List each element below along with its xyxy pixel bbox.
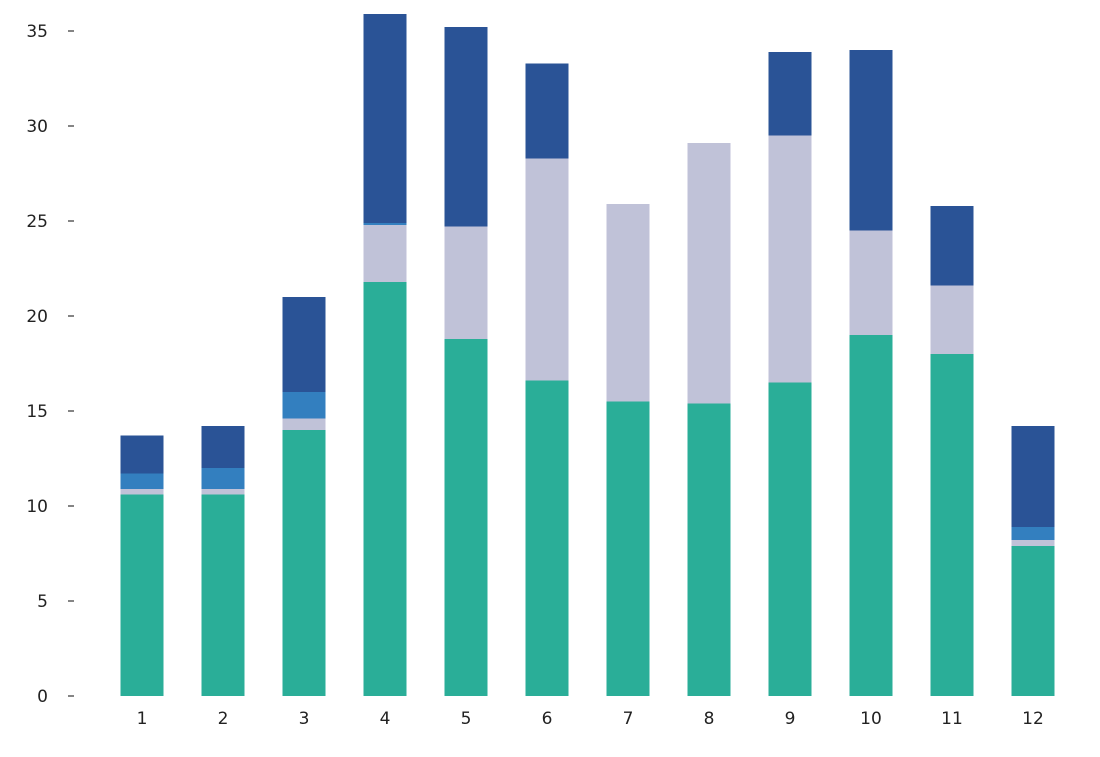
bar-segment [120, 435, 164, 474]
bar-segment [201, 488, 245, 495]
bar-segment [849, 50, 893, 231]
bar-segment [606, 401, 650, 696]
bar-segment [363, 13, 407, 223]
bar-stack [201, 426, 245, 696]
bar-segment [444, 27, 488, 227]
bar-segment [120, 494, 164, 696]
bar-segment [282, 430, 326, 696]
bar-stack [363, 13, 407, 696]
bars [120, 13, 1055, 696]
bar-segment [1011, 426, 1055, 527]
x-tick-label: 1 [137, 709, 148, 729]
bar-stack [768, 51, 812, 696]
y-tick-label: 35 [26, 22, 48, 42]
bar-segment [444, 338, 488, 696]
bar-stack [282, 297, 326, 696]
bar-stack [849, 50, 893, 696]
bar-segment [363, 281, 407, 696]
bar-stack [1011, 426, 1055, 696]
bar-segment [525, 63, 569, 159]
x-tick-label: 7 [623, 709, 634, 729]
bar-segment [849, 335, 893, 696]
x-tick-label: 8 [704, 709, 715, 729]
bar-stack [444, 27, 488, 696]
bar-segment [444, 226, 488, 339]
bar-segment [687, 403, 731, 696]
bar-segment [201, 494, 245, 696]
y-axis: 0 5 10 15 20 25 30 35 [26, 22, 74, 707]
y-tick-label: 30 [26, 117, 48, 137]
y-tick-label: 5 [37, 592, 48, 612]
bar-stack [120, 435, 164, 696]
y-tick-label: 10 [26, 497, 48, 517]
bar-segment [930, 205, 974, 286]
bar-segment [1011, 526, 1055, 541]
bar-segment [849, 230, 893, 335]
x-tick-label: 9 [785, 709, 796, 729]
bar-segment [120, 473, 164, 489]
bar-segment [363, 222, 407, 225]
bar-segment [768, 382, 812, 696]
y-tick-label: 15 [26, 402, 48, 422]
y-tick-label: 25 [26, 212, 48, 232]
bar-stack [930, 205, 974, 696]
bar-segment [201, 468, 245, 489]
x-tick-label: 11 [941, 709, 963, 729]
bar-segment [1011, 540, 1055, 546]
bar-segment [930, 354, 974, 696]
bar-segment [282, 297, 326, 392]
bar-stack [687, 143, 731, 696]
bar-stack [525, 63, 569, 696]
x-axis: 1 2 3 4 5 6 7 8 9 10 11 12 [137, 709, 1044, 729]
y-tick-label: 0 [37, 687, 48, 707]
x-tick-label: 10 [860, 709, 882, 729]
bar-segment [363, 224, 407, 282]
x-tick-label: 12 [1022, 709, 1044, 729]
bar-segment [768, 135, 812, 383]
x-tick-label: 6 [542, 709, 553, 729]
y-tick-label: 20 [26, 307, 48, 327]
bar-segment [1011, 545, 1055, 696]
bar-stack [606, 203, 650, 696]
bar-segment [525, 380, 569, 696]
bar-segment [687, 143, 731, 404]
bar-segment [282, 392, 326, 419]
x-tick-label: 5 [461, 709, 472, 729]
bar-segment [525, 158, 569, 381]
x-tick-label: 4 [380, 709, 391, 729]
bar-segment [768, 51, 812, 136]
bar-segment [120, 488, 164, 495]
x-tick-label: 3 [299, 709, 310, 729]
bar-segment [201, 426, 245, 468]
bar-segment [606, 203, 650, 402]
x-tick-label: 2 [218, 709, 229, 729]
bar-segment [930, 285, 974, 354]
bar-segment [282, 418, 326, 430]
